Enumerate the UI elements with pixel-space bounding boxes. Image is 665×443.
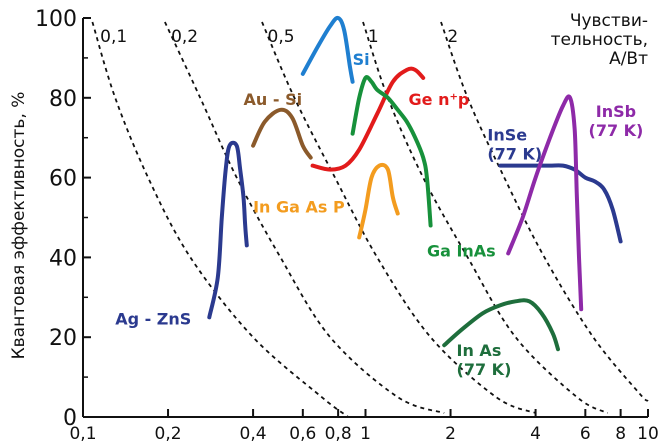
responsivity-title: А/Вт	[609, 49, 648, 69]
y-axis-title: Квантовая эффективность, %	[9, 92, 29, 360]
chart-frame	[82, 17, 649, 418]
y-tick-label: 0	[63, 406, 77, 431]
series-label: Au - Si	[244, 90, 303, 109]
series-curve	[300, 15, 355, 84]
x-tick-label: 0,8	[325, 424, 352, 443]
responsivity-line	[440, 21, 649, 402]
series-curve	[442, 298, 560, 352]
y-tick-label: 80	[49, 87, 77, 112]
series-label: (77 K)	[457, 360, 512, 379]
responsivity-line-label: 1	[368, 27, 379, 47]
y-tick-label: 60	[49, 167, 77, 192]
series-label: Ga InAs	[427, 241, 496, 260]
responsivity-line-label: 0,2	[171, 27, 198, 47]
x-tick-label: 0,1	[69, 424, 96, 443]
x-tick-label: 2	[445, 424, 456, 443]
series-curves	[207, 15, 623, 352]
series-label: Ag - ZnS	[115, 309, 191, 328]
x-tick-label: 4	[530, 424, 541, 443]
series-label: InSb	[596, 102, 636, 121]
x-tick-label: 1	[360, 424, 371, 443]
x-tick-label: 0,2	[155, 424, 182, 443]
x-tick-label: 10	[637, 424, 659, 443]
series-curve	[350, 75, 433, 228]
series-label: Si	[353, 50, 370, 69]
responsivity-line-label: 0,1	[100, 27, 127, 47]
responsivity-line	[362, 21, 609, 414]
responsivity-lines	[91, 21, 649, 418]
responsivity-line-label: 2	[447, 27, 458, 47]
series-label: In Ga As P	[253, 198, 345, 217]
responsivity-line-label: 0,5	[268, 27, 295, 47]
x-tick-label: 6	[580, 424, 591, 443]
series-label: (77 K)	[487, 145, 542, 164]
series-label: (77 K)	[589, 121, 644, 140]
responsivity-line	[261, 21, 536, 414]
chart-labels: 0 20 40 60 80 100 0,1 0,2 0,4 0,6 0,8 1 2 4 6 8 10 Кванто…	[9, 7, 659, 443]
series-curve	[251, 107, 313, 160]
responsivity-title: тельность,	[551, 30, 648, 50]
responsivity-title: Чувстви-	[570, 11, 648, 31]
series-label: Ge n⁺p	[409, 90, 470, 109]
series-curve	[506, 94, 584, 312]
series-curve	[207, 140, 249, 320]
x-tick-label: 0,4	[240, 424, 267, 443]
responsivity-line	[91, 21, 349, 418]
x-tick-label: 0,6	[289, 424, 316, 443]
series-curve	[357, 162, 400, 240]
x-tick-label: 8	[615, 424, 626, 443]
series-label: In As	[457, 341, 502, 360]
series-label: InSe	[487, 126, 527, 145]
y-tick-label: 40	[49, 246, 77, 271]
y-tick-label: 20	[49, 326, 77, 351]
responsivity-line	[164, 21, 445, 414]
y-tick-label: 100	[35, 7, 77, 32]
series-curve	[310, 66, 426, 172]
